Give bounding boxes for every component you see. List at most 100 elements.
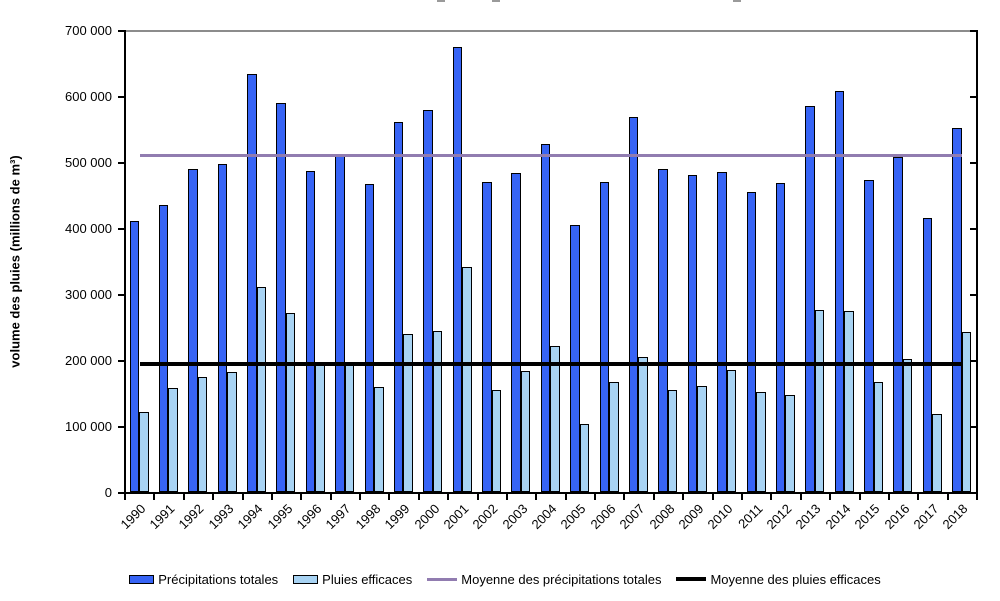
bar-pluies-2013 [814, 309, 825, 492]
bar-pluies-2009 [697, 385, 707, 492]
right-y-tick [970, 96, 977, 98]
bar-precipitations-2012 [775, 183, 786, 492]
average-line-precipitations [139, 154, 963, 158]
bar-precipitations-2016 [893, 156, 903, 492]
bar-precipitations-2017 [922, 218, 933, 492]
x-tick [388, 493, 391, 500]
bar-precipitations-2009 [687, 175, 698, 492]
cropped-title-fragment [437, 0, 445, 2]
legend: Précipitations totales Pluies efficaces … [55, 569, 955, 589]
x-tick [887, 493, 890, 500]
bar-pluies-1996 [315, 363, 325, 492]
bar-precipitations-2014 [834, 91, 845, 492]
bar-pluies-2012 [785, 395, 795, 492]
bar-precipitations-2000 [423, 109, 433, 492]
bar-pluies-2008 [667, 390, 678, 492]
x-tick [505, 493, 508, 500]
x-tick [417, 493, 420, 500]
plot-area [124, 30, 978, 494]
x-tick [535, 493, 538, 500]
bar-pluies-2017 [932, 414, 942, 492]
bar-pluies-1992 [197, 376, 208, 492]
x-tick [976, 493, 978, 500]
x-tick [858, 493, 861, 500]
legend-swatch-pluies-efficaces [293, 574, 319, 584]
bar-precipitations-1994 [247, 74, 257, 492]
bar-precipitations-2001 [452, 47, 463, 492]
right-y-tick [970, 228, 977, 230]
x-tick [447, 493, 450, 500]
y-tick-label: 300 000 [65, 287, 112, 302]
legend-label-precipitations-totales: Précipitations totales [158, 571, 279, 587]
y-tick [118, 426, 125, 428]
x-tick [212, 493, 215, 500]
legend-label-pluies-efficaces: Pluies efficaces [322, 571, 413, 587]
x-tick [153, 493, 156, 500]
x-tick [564, 493, 567, 500]
bar-pluies-1990 [139, 412, 149, 492]
y-tick [118, 162, 125, 164]
y-tick [118, 360, 125, 362]
bar-precipitations-1990 [129, 221, 139, 492]
bar-precipitations-2018 [952, 127, 962, 492]
legend-swatch-precipitations-totales [129, 574, 155, 584]
right-y-tick [970, 162, 977, 164]
right-y-tick [970, 294, 977, 296]
bar-pluies-2016 [902, 358, 913, 492]
x-tick [359, 493, 361, 500]
y-tick [118, 96, 125, 98]
legend-item-moyenne-precipitations: Moyenne des précipitations totales [427, 572, 661, 587]
x-tick [476, 493, 479, 500]
bar-precipitations-2011 [746, 192, 756, 492]
x-tick [917, 493, 920, 500]
bar-precipitations-1991 [158, 204, 169, 492]
y-tick [118, 228, 125, 230]
right-y-tick [970, 30, 977, 32]
x-tick [594, 493, 597, 500]
bar-precipitations-2008 [658, 168, 668, 492]
x-tick [799, 493, 802, 500]
right-y-tick [970, 360, 977, 362]
legend-label-moyenne-pluies: Moyenne des pluies efficaces [710, 571, 881, 587]
bar-pluies-2006 [609, 382, 619, 492]
bar-pluies-1995 [285, 312, 296, 492]
right-y-tick [970, 492, 977, 494]
average-line-pluies [139, 362, 963, 367]
y-tick [118, 492, 125, 494]
x-tick [741, 493, 743, 500]
bar-precipitations-1998 [364, 184, 374, 492]
x-tick [300, 493, 303, 500]
y-tick [118, 30, 125, 32]
bar-precipitations-1996 [305, 170, 316, 492]
bar-precipitations-2003 [511, 172, 521, 492]
cropped-title-fragment [733, 0, 741, 2]
y-tick-label: 600 000 [65, 89, 112, 104]
legend-swatch-moyenne-pluies-line [676, 577, 707, 581]
bar-precipitations-2002 [482, 181, 492, 492]
x-tick [124, 493, 126, 500]
x-axis-line [124, 492, 978, 494]
bar-precipitations-2010 [717, 171, 727, 492]
bar-precipitations-2013 [805, 105, 815, 492]
right-y-tick [970, 426, 977, 428]
bar-pluies-2005 [579, 424, 590, 492]
y-tick-label: 200 000 [65, 353, 112, 368]
y-tick-label: 700 000 [65, 23, 112, 38]
bar-pluies-2014 [844, 311, 854, 492]
right-axis-line [976, 30, 978, 494]
y-tick-label: 400 000 [65, 221, 112, 236]
bar-pluies-2007 [638, 357, 648, 492]
y-tick-label: 0 [104, 485, 112, 500]
bar-pluies-2010 [726, 369, 737, 492]
bar-pluies-2000 [432, 331, 443, 492]
bar-precipitations-2005 [570, 225, 580, 492]
bar-pluies-1997 [344, 363, 355, 492]
bar-pluies-1998 [374, 387, 384, 492]
x-tick [946, 493, 949, 500]
bar-pluies-1993 [227, 371, 237, 492]
bar-precipitations-1999 [393, 121, 404, 492]
x-tick [270, 493, 273, 500]
bar-pluies-2018 [961, 331, 972, 492]
x-tick [770, 493, 773, 500]
